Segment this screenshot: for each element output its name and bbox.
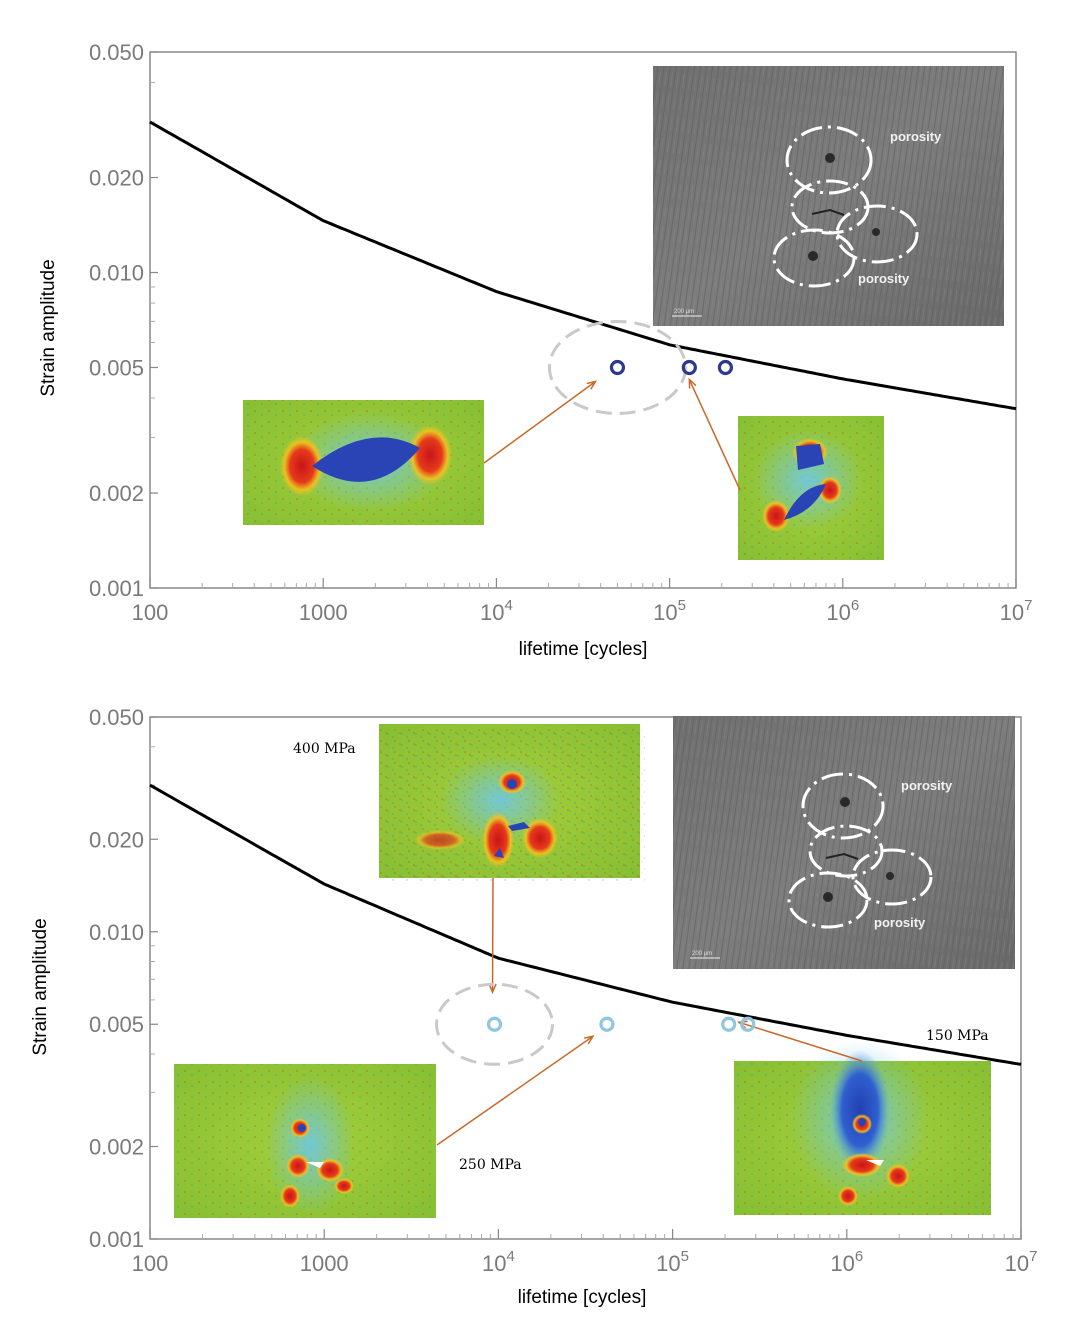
x-tick-label: 106 <box>826 597 859 625</box>
fem-stress-map-250mpa <box>174 1064 436 1218</box>
y-tick-label: 0.050 <box>89 705 144 730</box>
data-point <box>740 1016 756 1032</box>
y-tick-label: 0.010 <box>89 920 144 945</box>
y-tick-label: 0.002 <box>89 1135 144 1160</box>
callout-line <box>483 380 596 464</box>
x-tick-label: 104 <box>480 597 513 625</box>
y-axis-label: Strain amplitude <box>30 918 51 1055</box>
callout-arrows <box>436 877 863 1146</box>
y-tick-labels: 0.001 0.002 0.005 0.010 0.020 0.050 <box>89 705 158 1252</box>
callout-line <box>738 1021 863 1062</box>
data-point <box>486 1016 503 1032</box>
fatigue-curve <box>149 120 1017 411</box>
x-tick-label: 100 <box>132 600 169 625</box>
stress-label-150: 150 MPa <box>926 1028 989 1044</box>
fem-stress-map-right <box>738 416 884 560</box>
data-points <box>486 1016 756 1032</box>
y-axis-label: Strain amplitude <box>38 259 59 396</box>
data-point <box>609 359 626 376</box>
data-point <box>717 359 734 376</box>
callout-arrowhead <box>488 983 497 995</box>
x-tick-labels: 100 1000 104 105 106 107 <box>132 578 1033 625</box>
stress-label-400: 400 MPa <box>293 741 356 757</box>
scale-bar-label: 200 µm <box>692 951 712 957</box>
porosity-label: porosity <box>901 778 953 793</box>
y-tick-label: 0.001 <box>89 576 144 601</box>
data-point <box>681 359 697 376</box>
y-tick-label: 0.001 <box>89 1227 144 1252</box>
fatigue-curve <box>149 783 1022 1066</box>
highlight-ellipse <box>435 982 555 1066</box>
data-point <box>599 1016 615 1032</box>
porosity-label: porosity <box>890 129 942 144</box>
x-tick-label: 104 <box>482 1248 515 1276</box>
x-tick-label: 105 <box>653 597 686 625</box>
callout-arrowhead <box>584 1035 595 1045</box>
highlight-ellipse <box>547 319 687 415</box>
sem-micrograph-inset: porosity porosity 200 µm <box>673 716 1015 969</box>
stress-label-250: 250 MPa <box>459 1157 522 1173</box>
x-tick-label: 105 <box>656 1248 689 1276</box>
fem-stress-map-400mpa <box>379 724 645 881</box>
data-points <box>609 359 734 376</box>
x-tick-label: 1000 <box>300 1251 349 1276</box>
sem-micrograph-inset: porosity porosity 200 µm <box>653 66 1004 326</box>
fem-stress-map-150mpa <box>734 1040 991 1215</box>
y-tick-label: 0.050 <box>89 40 144 65</box>
y-tick-label: 0.005 <box>89 355 144 380</box>
x-tick-label: 100 <box>132 1251 169 1276</box>
y-tick-labels: 0.001 0.002 0.005 0.010 0.020 0.050 <box>89 40 158 601</box>
callout-arrows <box>483 377 741 491</box>
y-tick-label: 0.020 <box>89 166 144 191</box>
porosity-label: porosity <box>874 915 926 930</box>
data-point <box>721 1016 737 1032</box>
x-tick-label: 107 <box>1005 1248 1038 1276</box>
callout-line <box>436 1035 594 1146</box>
x-tick-label: 107 <box>1000 597 1033 625</box>
x-axis-label: lifetime [cycles] <box>519 639 648 660</box>
y-tick-label: 0.020 <box>89 827 144 852</box>
callout-arrowhead <box>586 380 598 390</box>
fem-stress-map-left <box>243 400 484 525</box>
plot-frame <box>149 716 1022 1240</box>
x-tick-label: 1000 <box>299 600 348 625</box>
y-tick-label: 0.002 <box>89 481 144 506</box>
y-tick-label: 0.010 <box>89 261 144 286</box>
x-axis-label: lifetime [cycles] <box>518 1287 647 1308</box>
callout-line <box>688 379 741 491</box>
scale-bar-label: 200 µm <box>674 309 694 315</box>
y-tick-label: 0.005 <box>89 1012 144 1037</box>
x-tick-label: 106 <box>830 1248 863 1276</box>
plot-frame <box>149 51 1017 589</box>
x-tick-labels: 100 1000 104 105 106 107 <box>132 1229 1038 1276</box>
callout-arrowhead <box>688 377 697 389</box>
porosity-label: porosity <box>858 271 910 286</box>
